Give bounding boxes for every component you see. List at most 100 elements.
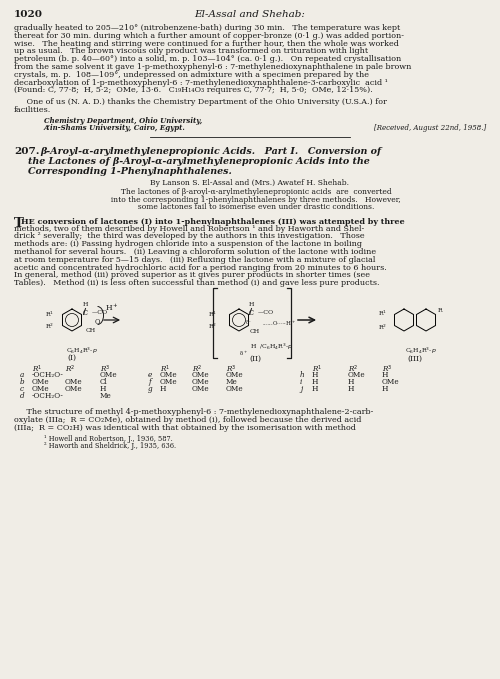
- Text: OMe: OMe: [160, 371, 178, 379]
- Text: T: T: [14, 217, 24, 230]
- Text: i: i: [300, 378, 302, 386]
- Text: [Received, August 22nd, 1958.]: [Received, August 22nd, 1958.]: [374, 124, 486, 132]
- Text: OMe: OMe: [65, 385, 82, 393]
- Text: -OCH₂O-: -OCH₂O-: [32, 371, 64, 379]
- Text: decarboxylation of 1-p-methoxyphenyl-6 : 7-methylenedioxynaphthalene-3-carboxyli: decarboxylation of 1-p-methoxyphenyl-6 :…: [14, 79, 388, 87]
- Text: Cl: Cl: [100, 378, 108, 386]
- Text: facilities.: facilities.: [14, 106, 52, 114]
- Text: The lactones of β-aroyl-α-arylmethylenepropionic acids  are  converted: The lactones of β-aroyl-α-arylmethylenep…: [108, 188, 392, 196]
- Text: OMe: OMe: [192, 385, 210, 393]
- Text: H: H: [312, 371, 318, 379]
- Text: H  /C$_6$H$_4$R$^3$-$p$: H /C$_6$H$_4$R$^3$-$p$: [250, 342, 293, 352]
- Text: R$^3$: R$^3$: [100, 364, 110, 375]
- Text: OMe: OMe: [65, 378, 82, 386]
- Text: Me: Me: [100, 392, 112, 400]
- Text: j: j: [300, 385, 302, 393]
- Text: H: H: [348, 378, 354, 386]
- Text: —CO: —CO: [92, 310, 108, 315]
- Text: δ⁻: δ⁻: [246, 320, 252, 325]
- Text: Me: Me: [226, 378, 238, 386]
- Text: R$^1$: R$^1$: [378, 308, 387, 318]
- Text: at room temperature for 5—15 days.   (iii) Refluxing the lactone with a mixture : at room temperature for 5—15 days. (iii)…: [14, 256, 376, 264]
- Text: some lactones fail to isomerise even under drastic conditions.: some lactones fail to isomerise even und…: [126, 203, 374, 211]
- Text: CH: CH: [250, 329, 260, 333]
- Text: δ$^+$: δ$^+$: [238, 349, 248, 358]
- Text: d: d: [20, 392, 24, 400]
- Text: H: H: [249, 301, 254, 306]
- Text: gradually heated to 205—210° (nitrobenzene-bath) during 30 min.   The temperatur: gradually heated to 205—210° (nitrobenze…: [14, 24, 400, 32]
- Text: OMe: OMe: [382, 378, 400, 386]
- Text: C$_6$H$_4$R$^3$-$p$: C$_6$H$_4$R$^3$-$p$: [66, 346, 98, 356]
- Text: H$^+$: H$^+$: [105, 301, 119, 313]
- Text: a: a: [20, 371, 24, 379]
- Text: R$^1$: R$^1$: [45, 310, 54, 318]
- Text: R$^3$: R$^3$: [226, 364, 236, 375]
- Text: R$^1$: R$^1$: [32, 364, 42, 375]
- Text: OMe: OMe: [32, 378, 50, 386]
- Text: oxylate (IIIa;  R = CO₂Me), obtained by method (i), followed because the derived: oxylate (IIIa; R = CO₂Me), obtained by m…: [14, 416, 362, 424]
- Text: into the corresponding 1-phenylnaphthalenes by three methods.   However,: into the corresponding 1-phenylnaphthale…: [99, 196, 401, 204]
- Text: acetic and concentrated hydrochloric acid for a period ranging from 20 minutes t: acetic and concentrated hydrochloric aci…: [14, 263, 387, 272]
- Text: —CO: —CO: [258, 310, 274, 315]
- Text: OMe: OMe: [226, 371, 244, 379]
- Text: (Found: C, 77·8;  H, 5·2;  OMe, 13·6.   C₁₉H₁₄O₃ requires C, 77·7;  H, 5·0;  OMe: (Found: C, 77·8; H, 5·2; OMe, 13·6. C₁₉H…: [14, 86, 373, 94]
- Text: OMe: OMe: [348, 371, 366, 379]
- Text: O: O: [95, 318, 100, 325]
- Text: C$_6$H$_4$R$^3$-$p$: C$_6$H$_4$R$^3$-$p$: [405, 346, 437, 356]
- Text: OMe: OMe: [192, 378, 210, 386]
- Text: H: H: [83, 301, 88, 306]
- Text: R$^2$: R$^2$: [378, 323, 387, 331]
- Text: up as usual.   The brown viscous oily product was transformed on trituration wit: up as usual. The brown viscous oily prod…: [14, 48, 368, 56]
- Text: El-Assal and Shehab:: El-Assal and Shehab:: [194, 10, 306, 19]
- Text: R$^3$: R$^3$: [382, 364, 392, 375]
- Text: R: R: [438, 308, 442, 312]
- Text: OMe: OMe: [160, 378, 178, 386]
- Text: Chemistry Department, Ohio University,: Chemistry Department, Ohio University,: [44, 117, 202, 125]
- Text: OMe: OMe: [192, 371, 210, 379]
- Text: g: g: [148, 385, 152, 393]
- Text: e: e: [148, 371, 152, 379]
- Text: -OCH₂O-: -OCH₂O-: [32, 392, 64, 400]
- Text: C: C: [83, 308, 88, 316]
- Text: One of us (N. A. D.) thanks the Chemistry Department of the Ohio University (U.S: One of us (N. A. D.) thanks the Chemistr…: [14, 98, 387, 106]
- Text: R$^2$: R$^2$: [192, 364, 202, 375]
- Text: (II): (II): [249, 355, 261, 363]
- Text: ² Haworth and Sheldrick, J., 1935, 636.: ² Haworth and Sheldrick, J., 1935, 636.: [44, 443, 176, 450]
- Text: HE conversion of lactones (I) into 1-phenylnaphthalenes (III) was attempted by t: HE conversion of lactones (I) into 1-phe…: [21, 218, 404, 226]
- Text: drick ² severally;  the third was developed by the authors in this investigation: drick ² severally; the third was develop…: [14, 232, 364, 240]
- Text: R$^2$: R$^2$: [348, 364, 358, 375]
- Text: h: h: [300, 371, 304, 379]
- Text: f: f: [148, 378, 150, 386]
- Text: A’in-Shams University, Cairo, Egypt.: A’in-Shams University, Cairo, Egypt.: [44, 124, 186, 132]
- Text: 207.: 207.: [14, 147, 40, 156]
- Text: methods are: (i) Passing hydrogen chloride into a suspension of the lactone in b: methods are: (i) Passing hydrogen chlori…: [14, 240, 362, 249]
- Text: methods, two of them described by Howell and Robertson ¹ and by Haworth and Shel: methods, two of them described by Howell…: [14, 225, 364, 233]
- Text: Corresponding 1-Phenylnaphthalenes.: Corresponding 1-Phenylnaphthalenes.: [28, 167, 232, 177]
- Text: By Lanson S. El-Assal and (Mrs.) Awatef H. Shehab.: By Lanson S. El-Assal and (Mrs.) Awatef …: [150, 179, 350, 187]
- Text: R$^2$: R$^2$: [45, 321, 54, 331]
- Text: CH: CH: [86, 327, 96, 333]
- Text: R$^2$: R$^2$: [65, 364, 76, 375]
- Text: OMe: OMe: [226, 385, 244, 393]
- Text: H: H: [382, 371, 388, 379]
- Text: R$^1$: R$^1$: [208, 310, 217, 318]
- Text: In general, method (iii) proved superior as it gives purer products in shorter t: In general, method (iii) proved superior…: [14, 272, 370, 279]
- Text: petroleum (b. p. 40—60°) into a solid, m. p. 103—104° (ca. 0·1 g.).   On repeate: petroleum (b. p. 40—60°) into a solid, m…: [14, 55, 401, 63]
- Text: (IIIa;  R = CO₂H) was identical with that obtained by the isomerisation with met: (IIIa; R = CO₂H) was identical with that…: [14, 424, 356, 432]
- Text: wise.   The heating and stirring were continued for a further hour, then the who: wise. The heating and stirring were cont…: [14, 39, 399, 48]
- Text: H: H: [100, 385, 106, 393]
- Text: from the same solvent it gave 1-p-methoxyphenyl-6 : 7-methylenedioxynaphthalene : from the same solvent it gave 1-p-methox…: [14, 63, 411, 71]
- Text: OMe: OMe: [32, 385, 50, 393]
- Text: R$^2$: R$^2$: [208, 321, 217, 331]
- Text: methanol for several hours.   (ii) Leaving a chloroform solution of the lactone : methanol for several hours. (ii) Leaving…: [14, 248, 376, 256]
- Text: H: H: [160, 385, 166, 393]
- Text: (III): (III): [408, 355, 422, 363]
- Text: H: H: [382, 385, 388, 393]
- Text: H: H: [312, 378, 318, 386]
- Text: ¹ Howell and Robertson, J., 1936, 587.: ¹ Howell and Robertson, J., 1936, 587.: [44, 435, 173, 443]
- Text: thereat for 30 min. during which a further amount of copper-bronze (0·1 g.) was : thereat for 30 min. during which a furth…: [14, 32, 404, 40]
- Text: β-Aroyl-α-arylmethylenepropionic Acids.   Part I.   Conversion of: β-Aroyl-α-arylmethylenepropionic Acids. …: [40, 147, 381, 156]
- Text: R$^1$: R$^1$: [312, 364, 322, 375]
- Text: the Lactones of β-Aroyl-α-arylmethylenepropionic Acids into the: the Lactones of β-Aroyl-α-arylmethylenep…: [28, 158, 370, 166]
- Text: H: H: [312, 385, 318, 393]
